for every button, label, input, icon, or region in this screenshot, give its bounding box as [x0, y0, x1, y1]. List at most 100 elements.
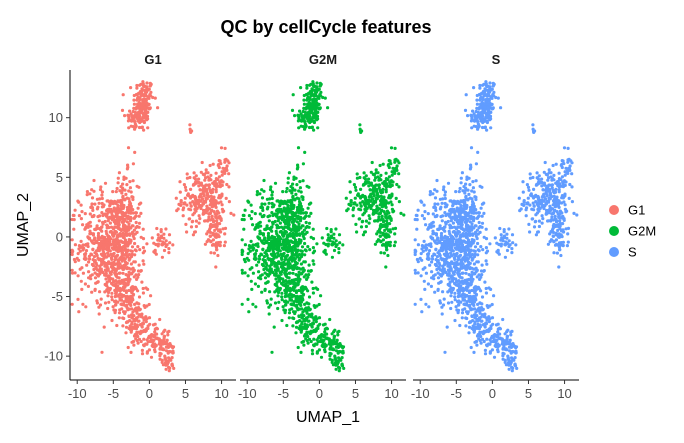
data-point: [210, 214, 214, 218]
data-point: [116, 239, 120, 243]
data-point: [197, 199, 201, 203]
data-point: [344, 196, 348, 200]
data-point: [334, 340, 339, 344]
data-point: [566, 160, 570, 164]
data-point: [145, 103, 149, 107]
data-point: [129, 226, 133, 230]
data-point: [454, 190, 458, 194]
data-point: [314, 112, 318, 117]
data-point: [193, 196, 197, 200]
data-point: [126, 307, 130, 311]
data-point: [280, 295, 284, 299]
data-point: [358, 123, 362, 127]
data-point: [430, 237, 434, 241]
data-point: [143, 106, 148, 110]
data-point: [149, 355, 154, 359]
data-point: [280, 257, 284, 261]
data-point: [397, 185, 401, 189]
data-point: [125, 300, 129, 304]
data-point: [112, 230, 117, 235]
data-point: [110, 211, 114, 215]
data-point: [331, 240, 335, 244]
data-point: [310, 125, 314, 129]
data-point: [161, 363, 165, 367]
data-point: [292, 263, 296, 267]
data-point: [111, 233, 116, 237]
data-point: [535, 171, 539, 175]
data-point: [136, 275, 140, 279]
data-point: [246, 252, 250, 256]
data-point: [569, 159, 573, 163]
data-point: [557, 215, 561, 219]
data-point: [537, 174, 541, 178]
data-point: [542, 170, 546, 174]
data-point: [251, 223, 255, 227]
data-point: [293, 253, 297, 257]
data-point: [79, 239, 83, 243]
data-point: [126, 119, 130, 123]
data-point: [299, 119, 303, 123]
data-point: [547, 183, 551, 187]
data-point: [434, 214, 439, 218]
data-point: [255, 190, 259, 194]
data-point: [461, 189, 465, 193]
data-point: [261, 233, 265, 237]
data-point: [387, 201, 391, 205]
data-point: [538, 206, 542, 210]
data-point: [124, 192, 128, 196]
data-point: [293, 188, 297, 192]
data-point: [374, 168, 378, 172]
data-point: [446, 255, 450, 259]
data-point: [198, 217, 202, 221]
data-point: [124, 290, 128, 295]
data-point: [258, 232, 262, 236]
data-point: [299, 86, 303, 90]
data-point: [367, 214, 371, 218]
data-point: [251, 248, 255, 252]
data-point: [202, 194, 206, 198]
data-point: [87, 254, 91, 258]
data-point: [263, 276, 268, 280]
data-point: [369, 170, 373, 174]
data-point: [207, 215, 211, 219]
data-point: [144, 327, 148, 331]
data-point: [92, 255, 96, 259]
data-point: [276, 290, 281, 295]
data-point: [528, 203, 532, 207]
data-point: [483, 102, 487, 106]
data-point: [166, 330, 170, 334]
data-point: [303, 285, 307, 289]
data-point: [393, 226, 398, 230]
data-point: [455, 241, 459, 245]
data-point: [184, 222, 188, 226]
data-point: [154, 343, 158, 348]
data-point: [302, 216, 306, 220]
data-point: [383, 203, 387, 207]
data-point: [338, 366, 342, 370]
data-point: [76, 274, 80, 278]
data-point: [159, 344, 163, 348]
data-point: [443, 239, 447, 243]
data-point: [292, 236, 296, 240]
data-point: [291, 231, 295, 235]
data-point: [287, 311, 292, 315]
data-point: [70, 252, 74, 257]
data-point: [120, 108, 125, 112]
data-point: [284, 190, 288, 194]
data-point: [536, 230, 540, 234]
data-point: [311, 227, 315, 231]
data-point: [205, 191, 209, 195]
data-point: [388, 222, 392, 226]
data-point: [301, 270, 305, 274]
data-point: [156, 233, 160, 237]
data-point: [166, 359, 170, 363]
data-point: [214, 188, 218, 192]
data-point: [550, 183, 555, 187]
data-point: [217, 216, 221, 220]
data-point: [298, 295, 302, 299]
data-point: [424, 271, 428, 275]
data-point: [115, 253, 120, 257]
data-point: [485, 97, 489, 101]
data-point: [436, 271, 440, 275]
